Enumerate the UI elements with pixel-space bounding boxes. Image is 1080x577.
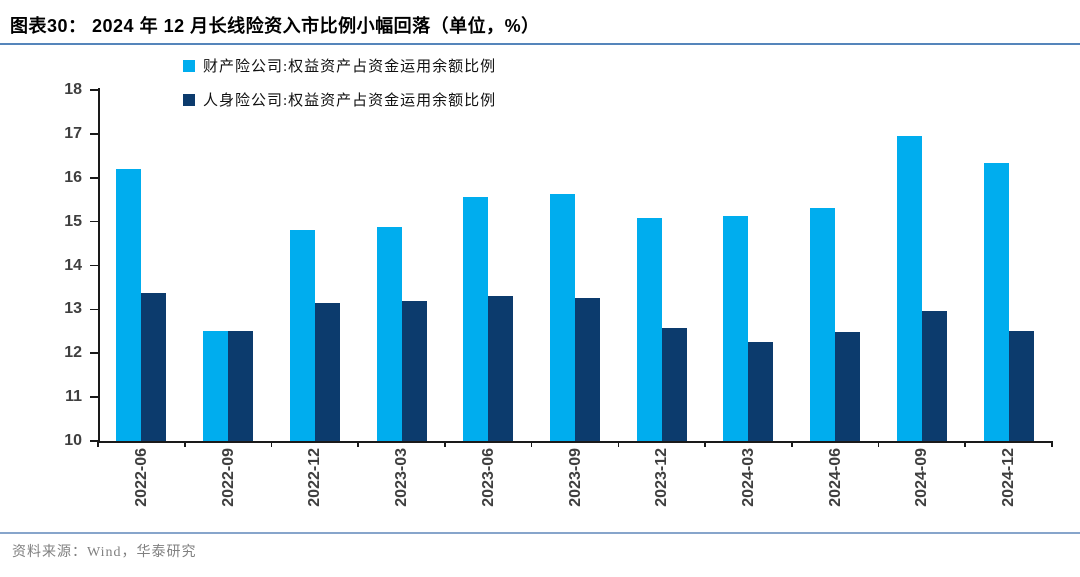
y-tick bbox=[90, 133, 98, 135]
bar-life-insurers bbox=[921, 310, 947, 441]
x-tick bbox=[183, 441, 186, 447]
bar-life-insurers bbox=[401, 300, 427, 441]
legend-item-property-insurers: 财产险公司:权益资产占资金运用余额比例 bbox=[183, 55, 496, 76]
bar-property-insurers bbox=[116, 169, 142, 441]
bar-property-insurers bbox=[289, 229, 315, 441]
legend-swatch-icon bbox=[183, 93, 195, 106]
x-axis-tick-label: 2023-12 bbox=[653, 448, 671, 507]
x-axis-tick-label: 2023-06 bbox=[479, 448, 497, 507]
y-tick bbox=[90, 264, 98, 267]
legend-swatch-icon bbox=[183, 59, 195, 72]
x-axis-tick-label: 2024-03 bbox=[739, 448, 757, 507]
bar-property-insurers bbox=[463, 197, 489, 441]
y-axis-tick-label: 13 bbox=[64, 300, 82, 318]
y-axis-tick-label: 14 bbox=[64, 256, 82, 274]
bar-property-insurers bbox=[723, 215, 749, 441]
y-tick bbox=[90, 396, 98, 398]
x-tick bbox=[1051, 441, 1053, 447]
bar-property-insurers bbox=[810, 208, 836, 441]
x-axis-tick-label: 2022-09 bbox=[219, 448, 237, 507]
bar-property-insurers bbox=[636, 217, 662, 441]
bar-life-insurers bbox=[1008, 331, 1034, 441]
title-divider bbox=[0, 43, 1080, 45]
y-tick bbox=[90, 220, 98, 223]
x-tick bbox=[357, 441, 359, 447]
legend-label: 财产险公司:权益资产占资金运用余额比例 bbox=[203, 59, 497, 75]
x-tick bbox=[704, 441, 706, 447]
x-tick bbox=[530, 441, 533, 447]
y-axis-tick-label: 12 bbox=[64, 344, 82, 362]
x-tick bbox=[270, 441, 273, 447]
x-axis-line bbox=[98, 441, 1053, 443]
bar-life-insurers bbox=[228, 331, 254, 441]
bar-life-insurers bbox=[748, 342, 774, 441]
footer-divider bbox=[0, 532, 1080, 534]
bar-life-insurers bbox=[661, 328, 687, 441]
y-axis-tick-label: 10 bbox=[64, 432, 82, 449]
chart-legend: 财产险公司:权益资产占资金运用余额比例 人身险公司:权益资产占资金运用余额比例 bbox=[183, 55, 496, 110]
y-tick bbox=[90, 176, 98, 179]
x-axis-tick-label: 2024-06 bbox=[826, 448, 844, 507]
legend-item-life-insurers: 人身险公司:权益资产占资金运用余额比例 bbox=[183, 89, 496, 110]
y-tick bbox=[90, 89, 98, 91]
bar-life-insurers bbox=[835, 332, 861, 441]
bar-life-insurers bbox=[575, 298, 600, 441]
bar-property-insurers bbox=[203, 331, 229, 441]
y-axis-tick-label: 11 bbox=[65, 388, 82, 406]
x-tick bbox=[444, 441, 446, 447]
x-tick bbox=[791, 441, 793, 447]
x-axis-tick-label: 2024-09 bbox=[913, 448, 931, 507]
y-tick bbox=[90, 352, 98, 355]
y-tick bbox=[90, 308, 98, 311]
legend-label: 人身险公司:权益资产占资金运用余额比例 bbox=[203, 93, 497, 109]
bar-property-insurers bbox=[376, 227, 402, 441]
x-axis-tick-label: 2022-12 bbox=[306, 448, 324, 507]
x-tick bbox=[617, 441, 620, 447]
x-tick bbox=[877, 441, 880, 447]
y-axis-tick-label: 15 bbox=[64, 212, 82, 230]
y-axis-line bbox=[98, 88, 100, 441]
bar-property-insurers bbox=[896, 135, 922, 441]
y-axis-tick-label: 17 bbox=[64, 124, 82, 142]
x-tick bbox=[964, 441, 967, 447]
bar-property-insurers bbox=[550, 194, 575, 441]
x-axis-tick-label: 2023-09 bbox=[566, 448, 584, 507]
y-tick bbox=[90, 440, 98, 442]
y-axis-tick-label: 16 bbox=[64, 168, 82, 186]
bar-life-insurers bbox=[488, 296, 514, 441]
y-axis-tick-label: 18 bbox=[64, 81, 82, 98]
x-tick bbox=[97, 441, 99, 447]
x-axis-tick-label: 2024-12 bbox=[1000, 448, 1018, 507]
figure-title: 图表30： 2024 年 12 月长线险资入市比例小幅回落（单位，%） bbox=[10, 16, 540, 36]
bar-property-insurers bbox=[983, 162, 1009, 441]
source-note: 资料来源：Wind，华泰研究 bbox=[12, 545, 197, 560]
bar-life-insurers bbox=[314, 302, 340, 441]
x-axis-tick-label: 2023-03 bbox=[393, 448, 411, 507]
bar-life-insurers bbox=[141, 293, 167, 441]
